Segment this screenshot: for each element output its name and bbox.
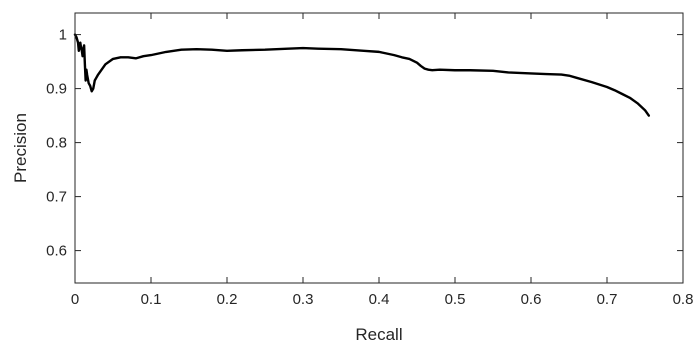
y-axis-label: Precision [11,113,30,183]
precision-recall-line [73,33,650,117]
x-tick-label: 0.7 [597,291,618,308]
x-tick-label: 0.6 [521,291,542,308]
x-tick-label: 0 [71,291,79,308]
y-tick-label: 0.7 [46,189,67,206]
plot-frame [74,12,684,284]
y-tick-label: 0.8 [46,135,67,152]
x-tick-label: 0.2 [217,291,238,308]
x-tick-label: 0.3 [293,291,314,308]
x-tick-label: 0.8 [673,291,693,308]
x-tick-label: 0.5 [445,291,466,308]
x-tick-label: 0.4 [369,291,390,308]
plot-area [75,13,683,283]
y-tick-label: 0.6 [46,243,67,260]
x-tick-label: 0.1 [141,291,162,308]
axis-tick-labels: 0 0.1 0.2 0.3 0.4 0.5 0.6 0.7 0.8 0.6 0.7 0.8 0.9 1 [46,27,693,308]
x-axis-label: Recall [355,325,402,344]
y-tick-label: 1 [59,27,67,44]
y-tick-label: 0.9 [46,81,67,98]
